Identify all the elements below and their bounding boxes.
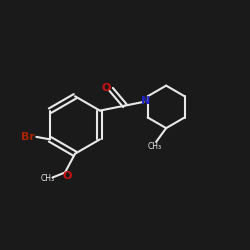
- Text: O: O: [102, 83, 111, 93]
- Text: Br: Br: [21, 132, 34, 142]
- Text: O: O: [63, 171, 72, 181]
- Text: N: N: [141, 96, 150, 106]
- Text: CH₃: CH₃: [41, 174, 55, 183]
- Text: CH₃: CH₃: [148, 142, 162, 151]
